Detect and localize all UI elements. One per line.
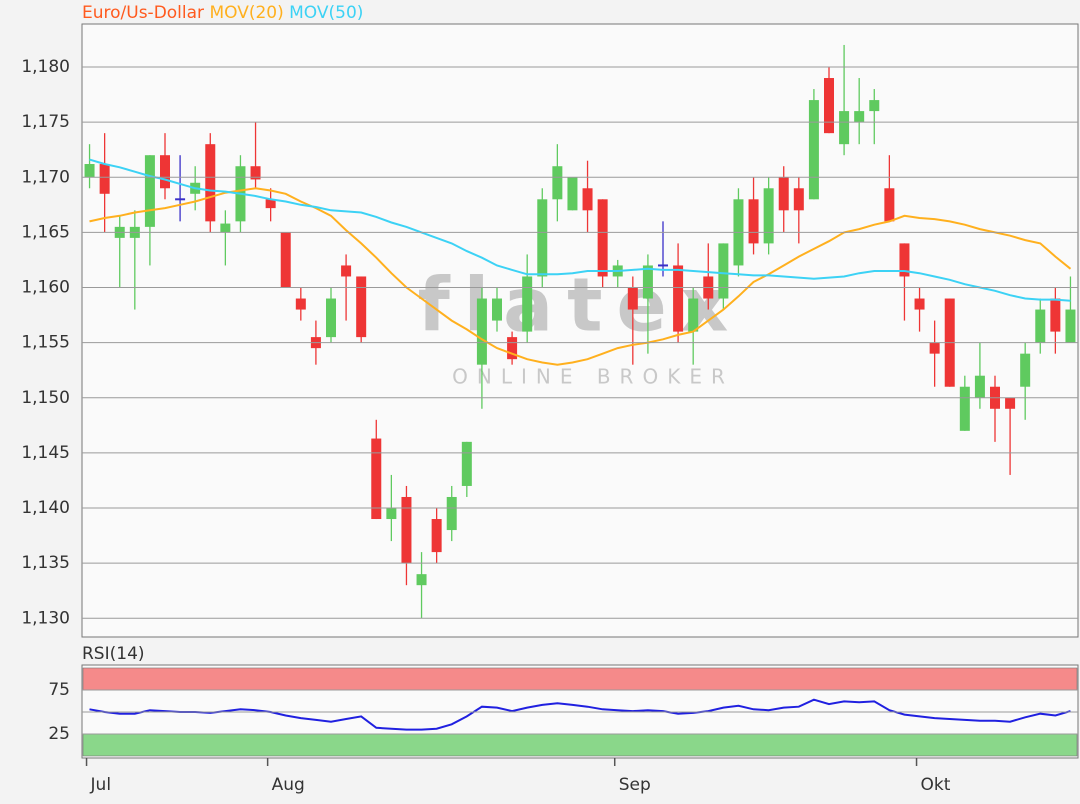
candle-body <box>854 111 865 123</box>
candle-body <box>839 111 850 145</box>
candle-body <box>160 155 170 189</box>
candle-body <box>507 337 518 360</box>
candle-body <box>673 265 684 332</box>
candle-body <box>280 232 291 288</box>
candle-body <box>1065 309 1076 343</box>
candle-body <box>808 100 819 200</box>
candle-body <box>341 265 352 277</box>
candle-body <box>205 144 216 222</box>
candle-body <box>778 177 789 211</box>
candle-body <box>627 287 638 310</box>
x-tick-label: Sep <box>619 775 651 795</box>
candle-body <box>884 188 895 222</box>
legend-entry: MOV(20) <box>209 3 283 23</box>
candle-body <box>959 386 970 431</box>
candle-body <box>582 188 593 211</box>
candle-body <box>476 298 487 365</box>
candle-body <box>446 496 457 531</box>
candle-body <box>688 298 699 332</box>
line-series <box>89 187 1072 366</box>
legend-entry: MOV(50) <box>289 3 363 23</box>
candle-body <box>431 519 442 553</box>
candle-body <box>326 298 336 338</box>
legend: Euro/Us-Dollar MOV(20) MOV(50) <box>82 3 363 23</box>
candle-body <box>824 78 834 134</box>
candle-body <box>371 438 382 520</box>
candle-body <box>763 188 774 244</box>
candle-body <box>84 164 95 178</box>
line-series <box>89 698 1071 731</box>
x-tick-label: Aug <box>272 775 305 795</box>
candle-body <box>99 164 110 194</box>
candle-body <box>144 155 155 227</box>
candle-body <box>461 441 472 486</box>
candle-body <box>416 574 427 586</box>
candle-body <box>265 199 276 209</box>
y-tick-label: 1,150 <box>21 388 70 408</box>
candle-body <box>522 276 533 332</box>
y-tick-label: 1,160 <box>21 278 70 298</box>
x-tick-label: Okt <box>921 775 951 795</box>
y-tick-label: 1,135 <box>21 553 70 573</box>
y-tick-label: 1,180 <box>21 57 70 77</box>
main-panel <box>81 23 1079 638</box>
candle-body <box>492 298 502 321</box>
rsi-title: RSI(14) <box>82 644 145 664</box>
rsi-band <box>82 733 1078 757</box>
candle-body <box>1020 353 1031 387</box>
candle-body <box>748 199 759 244</box>
candle-body <box>401 496 412 564</box>
candle-body <box>914 298 925 310</box>
candle-body <box>295 298 306 310</box>
y-tick-label: 1,170 <box>21 167 70 187</box>
candle-body <box>567 177 578 211</box>
candle-body <box>597 199 608 277</box>
candle-body <box>220 223 231 233</box>
y-tick-label: 25 <box>48 724 70 744</box>
candle-body <box>718 243 729 299</box>
candle-body <box>1005 397 1016 409</box>
y-tick-label: 1,140 <box>21 498 70 518</box>
y-tick-label: 1,145 <box>21 443 70 463</box>
y-tick-label: 1,175 <box>21 112 70 132</box>
candle-body <box>537 199 548 277</box>
candle-body <box>929 342 940 354</box>
watermark-tagline: ONLINE BROKER <box>452 365 734 389</box>
rsi-band <box>82 667 1078 691</box>
candle-body <box>793 188 804 211</box>
candle-body <box>1050 298 1061 332</box>
candle-body <box>869 100 880 112</box>
candle-body <box>356 276 367 338</box>
y-tick-label: 1,165 <box>21 222 70 242</box>
candle-body <box>250 166 261 180</box>
line-series <box>89 158 1071 302</box>
candle-body <box>899 243 910 277</box>
candle-body <box>386 508 397 520</box>
x-tick-label: Jul <box>90 775 112 795</box>
y-tick-label: 1,130 <box>21 608 70 628</box>
candle-body <box>974 375 985 398</box>
candle-body <box>552 166 563 200</box>
legend-entry: Euro/Us-Dollar <box>82 3 204 23</box>
y-tick-label: 1,155 <box>21 333 70 353</box>
y-tick-label: 75 <box>48 680 70 700</box>
candle-body <box>642 265 653 299</box>
candle-body <box>1035 309 1046 343</box>
